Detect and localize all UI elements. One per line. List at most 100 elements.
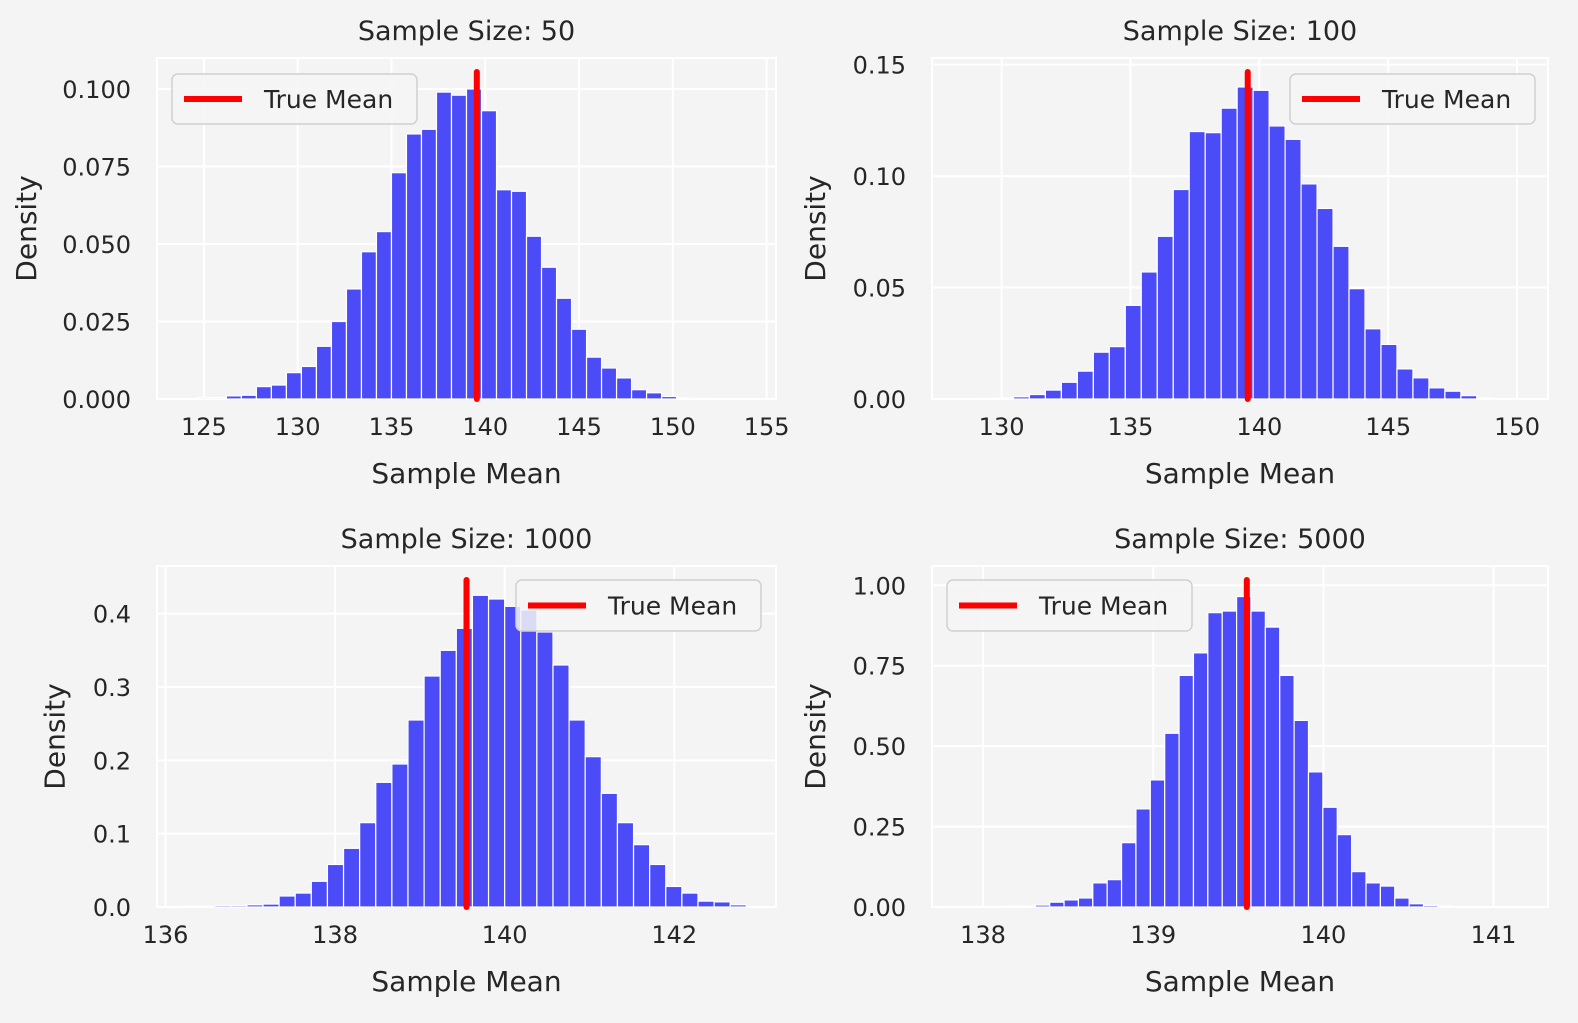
histogram-bar bbox=[570, 328, 588, 400]
x-tick-label: 125 bbox=[181, 413, 227, 441]
histogram-bar bbox=[1012, 396, 1031, 400]
histogram-bar bbox=[632, 844, 651, 908]
histogram-bar bbox=[1322, 806, 1338, 908]
histogram-bar bbox=[210, 397, 228, 400]
histogram-bar bbox=[326, 863, 345, 908]
legend-box bbox=[171, 73, 418, 125]
x-tick-label: 136 bbox=[143, 921, 189, 949]
chart-panel-1: 125 130 135 140 145 150 155 0.000 0.025 0.050 0.07… bbox=[10, 16, 790, 490]
histogram-bar bbox=[1178, 674, 1195, 908]
y-tick-label: 0.3 bbox=[93, 674, 131, 702]
legend-box bbox=[515, 579, 762, 632]
y-tick-label: 0.25 bbox=[853, 814, 906, 842]
histogram-bar bbox=[315, 345, 333, 400]
histogram-bar bbox=[600, 792, 619, 908]
histogram-bar bbox=[246, 904, 264, 908]
chart-panel-2: 130 135 140 145 150 0.00 0.05 0.10 0.15 Sample Si… bbox=[799, 16, 1549, 490]
histogram-bar bbox=[423, 675, 441, 908]
x-tick-label: 138 bbox=[312, 921, 358, 949]
histogram-bar bbox=[360, 251, 378, 400]
histogram-bar bbox=[1220, 107, 1238, 400]
chart-panel-3: 136 138 140 142 0.0 0.1 0.2 0.3 0.4 Sample Size: … bbox=[38, 524, 777, 998]
legend: True Mean bbox=[171, 73, 418, 125]
histogram-bar bbox=[285, 372, 303, 400]
histogram-bar bbox=[1049, 901, 1065, 908]
histogram-bar bbox=[1164, 732, 1180, 908]
histogram-bar bbox=[1428, 387, 1446, 400]
y-tick-label: 0.50 bbox=[853, 733, 906, 761]
histogram-bar bbox=[255, 386, 273, 400]
x-tick-label: 142 bbox=[651, 921, 697, 949]
histogram-bar bbox=[1332, 245, 1350, 400]
y-tick-label: 0.15 bbox=[853, 52, 906, 80]
x-tick-label: 140 bbox=[1300, 921, 1346, 949]
y-axis-label: Density bbox=[799, 683, 832, 789]
histogram-bar bbox=[391, 763, 409, 908]
histogram-bar bbox=[729, 904, 747, 908]
histogram-bar bbox=[195, 397, 212, 400]
histogram-bar bbox=[278, 895, 296, 908]
histogram-bar bbox=[1380, 343, 1398, 400]
y-tick-label: 0.00 bbox=[853, 894, 906, 922]
histogram-bar bbox=[1264, 626, 1281, 908]
histogram-bar bbox=[230, 904, 248, 908]
histogram-bar bbox=[1192, 652, 1209, 908]
histogram-bar bbox=[1120, 842, 1137, 908]
histogram-bar bbox=[1221, 610, 1238, 908]
chart-title: Sample Size: 1000 bbox=[341, 524, 593, 555]
histogram-bar bbox=[1307, 771, 1324, 908]
y-axis-label: Density bbox=[799, 175, 832, 281]
histogram-bar bbox=[1028, 393, 1047, 400]
histogram-bar bbox=[520, 609, 538, 908]
histogram-bar bbox=[552, 664, 570, 908]
histogram-bar bbox=[1020, 905, 1036, 908]
y-tick-label: 0.10 bbox=[853, 163, 906, 191]
y-tick-label: 0.050 bbox=[62, 231, 131, 259]
y-tick-label: 1.00 bbox=[853, 572, 906, 600]
histogram-bar bbox=[948, 905, 964, 908]
histogram-bar bbox=[1149, 779, 1166, 908]
histogram-bar bbox=[977, 905, 993, 908]
x-tick-label: 150 bbox=[1494, 413, 1540, 441]
histogram-bar bbox=[270, 384, 288, 400]
histogram-bar bbox=[980, 397, 999, 400]
histogram-bar bbox=[1077, 897, 1094, 908]
histogram-bar bbox=[1124, 304, 1142, 400]
histogram-bar bbox=[1300, 183, 1318, 400]
x-axis-label: Sample Mean bbox=[1145, 965, 1335, 998]
histogram-bar bbox=[359, 822, 377, 908]
x-tick-label: 130 bbox=[275, 413, 321, 441]
chart-panel-4: 138 139 140 141 0.00 0.25 0.50 0.75 1.00 Sample S… bbox=[799, 524, 1549, 998]
histogram-bar bbox=[310, 880, 329, 908]
histogram-bar bbox=[1336, 834, 1353, 908]
x-tick-label: 141 bbox=[1471, 921, 1517, 949]
histogram-bar bbox=[345, 288, 363, 400]
y-axis-label: Density bbox=[10, 175, 43, 281]
histogram-bar bbox=[555, 297, 573, 400]
histogram-bar bbox=[1379, 885, 1396, 908]
histogram-bar bbox=[1092, 351, 1110, 400]
histogram-bar bbox=[649, 863, 667, 908]
histogram-bar bbox=[1408, 903, 1425, 908]
histogram-bar bbox=[1316, 207, 1334, 400]
histogram-bar bbox=[713, 901, 731, 908]
legend-label: True Mean bbox=[1381, 85, 1511, 114]
histogram-bar bbox=[1422, 904, 1439, 908]
histogram-bar bbox=[996, 397, 1015, 400]
histogram-bar bbox=[1394, 897, 1410, 908]
legend-box bbox=[946, 579, 1193, 632]
histogram-bar bbox=[1204, 132, 1222, 400]
histogram-bar bbox=[197, 905, 216, 908]
histogram-bar bbox=[585, 356, 603, 400]
histogram-bar bbox=[407, 719, 425, 908]
x-tick-label: 139 bbox=[1130, 921, 1176, 949]
y-tick-label: 0.025 bbox=[62, 309, 131, 337]
histogram-bar bbox=[390, 172, 408, 400]
legend-label: True Mean bbox=[1038, 592, 1168, 621]
histogram-bar bbox=[1005, 905, 1022, 908]
legend: True Mean bbox=[946, 579, 1193, 632]
histogram-bar bbox=[665, 885, 683, 908]
chart-title: Sample Size: 50 bbox=[358, 16, 575, 47]
histogram-bar bbox=[375, 781, 393, 908]
